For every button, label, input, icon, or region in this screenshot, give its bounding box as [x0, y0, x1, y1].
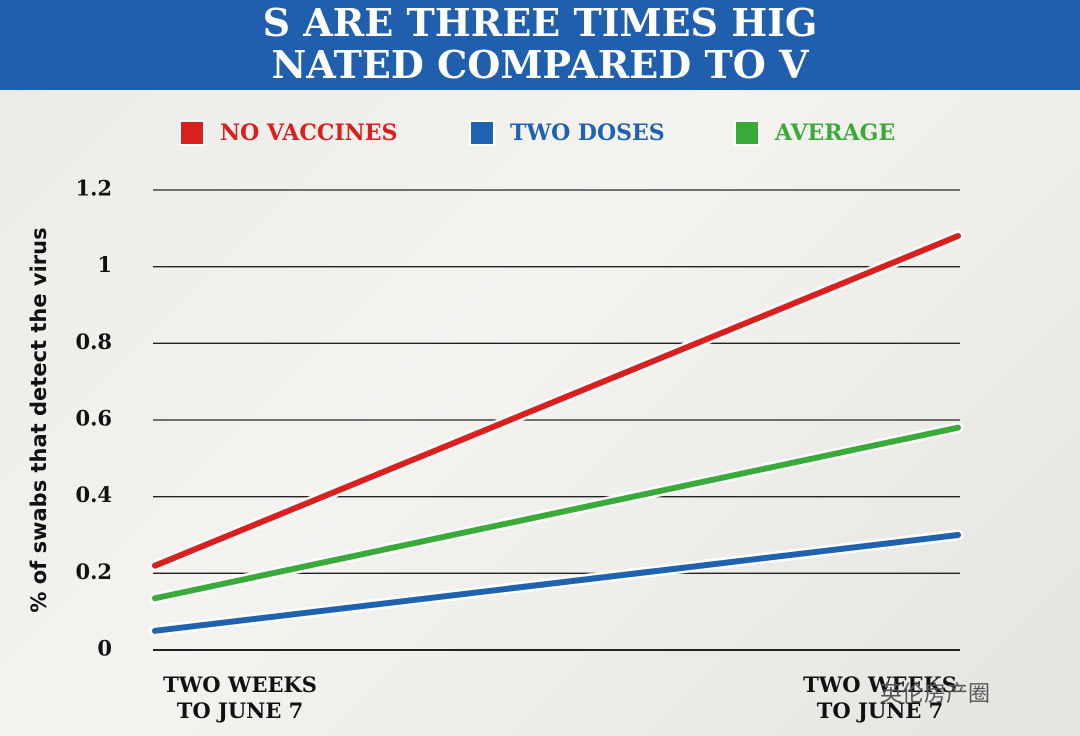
y-tick-label: 0.6	[75, 406, 112, 431]
y-axis-label: % of swabs that detect the virus	[27, 227, 51, 612]
y-tick-label: 0	[97, 636, 112, 661]
y-tick-label: 0.4	[75, 482, 112, 507]
legend-label: NO VACCINES	[220, 120, 397, 146]
watermark: 英伦房产圈	[880, 682, 991, 707]
title-line: NATED COMPARED TO V	[271, 42, 809, 87]
series-line	[152, 532, 961, 634]
legend-swatch	[469, 120, 495, 146]
series-line	[152, 424, 961, 602]
legend-swatch	[734, 120, 760, 146]
y-tick-label: 0.2	[75, 559, 112, 584]
y-tick-label: 1	[97, 252, 112, 277]
y-tick-label: 0.8	[75, 329, 112, 354]
legend-label: AVERAGE	[774, 120, 895, 146]
x-tick-label: TWO WEEKS TO JUNE 7	[163, 672, 317, 723]
title-line: S ARE THREE TIMES HIG	[262, 0, 818, 45]
y-tick-label: 1.2	[75, 176, 112, 201]
x-tick-label: TWO WEEKS TO JUNE 7	[803, 672, 957, 723]
header-bar: S ARE THREE TIMES HIG NATED COMPARED TO …	[0, 0, 1080, 90]
series-line	[152, 233, 961, 569]
legend-swatch	[179, 120, 205, 146]
legend-label: TWO DOSES	[510, 120, 665, 146]
